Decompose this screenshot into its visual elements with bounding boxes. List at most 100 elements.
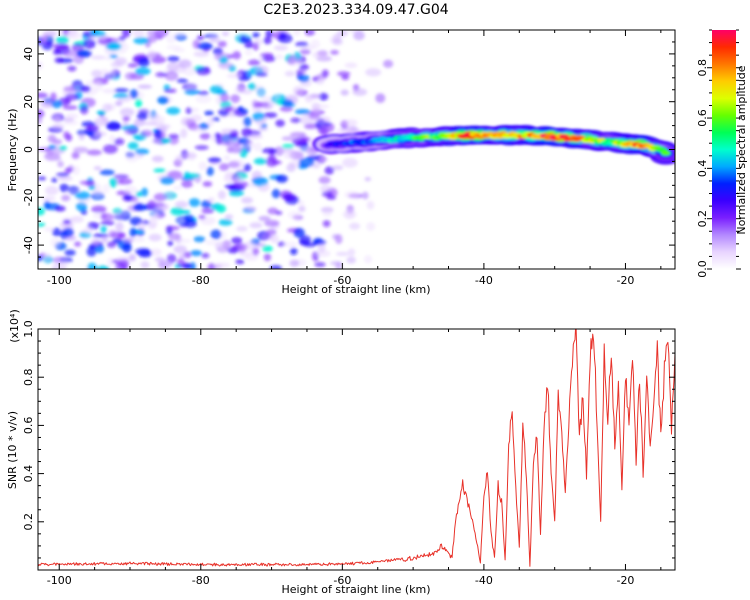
noise-blob xyxy=(213,53,223,60)
y-tick-label: 40 xyxy=(22,47,35,61)
noise-blob xyxy=(175,154,184,164)
noise-blob xyxy=(293,227,305,238)
noise-blob xyxy=(91,55,106,60)
x-tick-label: -60 xyxy=(333,274,351,287)
colorbar-tick-label: 0.6 xyxy=(696,109,709,127)
noise-blob xyxy=(257,101,270,108)
noise-blob xyxy=(209,85,224,94)
noise-blob xyxy=(177,218,186,223)
noise-blob xyxy=(62,219,72,225)
noise-blob xyxy=(100,226,107,233)
noise-blob xyxy=(208,197,215,203)
noise-blob xyxy=(153,168,166,173)
noise-blob xyxy=(198,91,209,96)
noise-blob xyxy=(265,30,273,39)
noise-blob xyxy=(198,122,210,130)
x-tick-label: -40 xyxy=(475,274,493,287)
noise-blob xyxy=(239,35,248,44)
noise-blob xyxy=(129,216,142,226)
noise-blob xyxy=(115,221,124,232)
noise-blob xyxy=(167,240,174,246)
noise-blob xyxy=(70,215,84,223)
noise-blob xyxy=(91,205,107,213)
noise-blob xyxy=(336,128,351,134)
noise-blob xyxy=(113,88,129,93)
noise-blob xyxy=(267,207,279,215)
noise-blob xyxy=(233,107,248,117)
noise-blob xyxy=(313,164,320,169)
noise-blob xyxy=(321,124,330,135)
noise-blob xyxy=(315,78,325,85)
noise-blob xyxy=(295,41,309,47)
noise-blob xyxy=(253,158,267,165)
noise-blob xyxy=(173,245,187,254)
noise-blob xyxy=(174,200,189,209)
noise-blob xyxy=(38,147,53,152)
spectrogram-y-axis: 40 20 0 -20 -40 xyxy=(22,29,675,270)
noise-blob xyxy=(235,259,245,265)
noise-blob xyxy=(38,109,45,119)
noise-blob xyxy=(87,262,97,269)
noise-blob xyxy=(202,181,213,187)
noise-blob xyxy=(255,72,268,77)
snr-x-label: Height of straight line (km) xyxy=(281,583,430,596)
noise-blob xyxy=(119,43,129,52)
spectrogram-panel: -100 -80 -60 -40 -20 40 20 0 -20 -40 Height of s… xyxy=(6,29,676,296)
noise-blob xyxy=(214,132,221,139)
noise-blob xyxy=(340,89,349,96)
noise-blob xyxy=(170,207,184,216)
noise-blob xyxy=(71,151,80,159)
noise-blob xyxy=(258,215,271,222)
noise-blob xyxy=(199,132,211,140)
noise-blob xyxy=(318,92,329,101)
noise-blob xyxy=(134,135,144,141)
noise-blob xyxy=(123,237,134,243)
noise-blob xyxy=(138,222,147,230)
noise-blob xyxy=(45,40,53,46)
noise-blob xyxy=(270,234,279,244)
noise-blob xyxy=(299,115,312,125)
snr-background xyxy=(38,329,675,570)
noise-blob xyxy=(298,205,306,212)
noise-blob xyxy=(171,31,187,38)
x-tick-label: -60 xyxy=(333,574,351,587)
noise-blob xyxy=(59,222,74,228)
noise-blob xyxy=(154,128,162,139)
noise-blob xyxy=(312,51,328,59)
noise-blob xyxy=(124,127,138,135)
noise-blob xyxy=(244,240,256,250)
noise-blob xyxy=(57,161,64,168)
noise-blob xyxy=(140,261,150,269)
noise-blob xyxy=(195,67,211,76)
noise-blob xyxy=(59,145,67,151)
noise-blob xyxy=(349,222,361,230)
noise-blob xyxy=(131,237,146,242)
noise-blob xyxy=(106,69,117,80)
noise-blob xyxy=(165,225,180,231)
noise-blob xyxy=(94,117,103,127)
noise-blob xyxy=(184,173,200,179)
noise-blob xyxy=(42,30,57,37)
noise-blob xyxy=(315,104,330,109)
noise-blob xyxy=(80,85,91,93)
y-tick-label: -20 xyxy=(22,188,35,206)
noise-blob xyxy=(243,116,252,127)
noise-blob xyxy=(44,227,54,232)
noise-blob xyxy=(96,110,107,115)
noise-blob xyxy=(103,144,118,154)
noise-blob xyxy=(201,252,210,259)
noise-blob xyxy=(187,123,199,131)
noise-blob xyxy=(127,142,139,150)
noise-blob xyxy=(163,192,174,199)
noise-blob xyxy=(224,214,234,220)
ridge-segment xyxy=(660,150,671,156)
noise-blob xyxy=(337,71,351,77)
noise-blob xyxy=(167,56,180,62)
noise-blob xyxy=(148,35,157,43)
noise-blob xyxy=(135,98,143,108)
noise-blob xyxy=(102,88,116,94)
noise-blob xyxy=(299,49,311,55)
noise-blob xyxy=(347,248,356,257)
noise-blob xyxy=(109,134,116,143)
noise-blob xyxy=(72,165,80,176)
